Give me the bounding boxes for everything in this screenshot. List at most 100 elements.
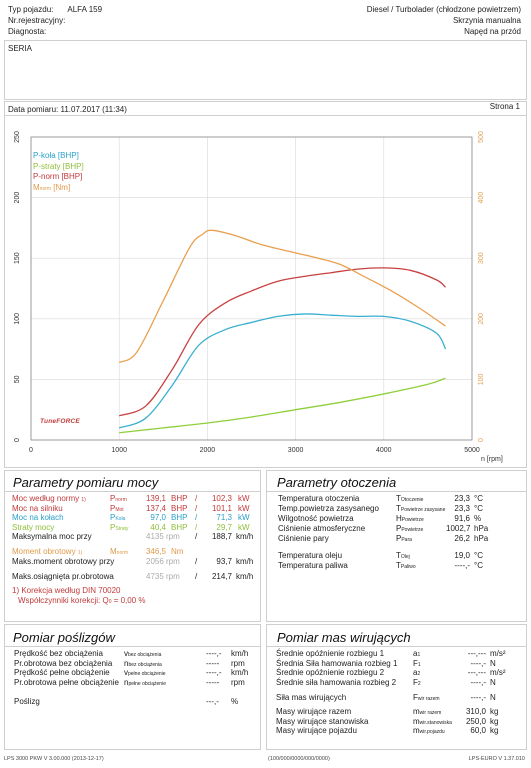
env-row-value: 1002,7	[446, 524, 471, 533]
mass-total-row-symbol: mwir.stanowiska	[413, 716, 452, 726]
x-tick-label: 4000	[376, 447, 392, 454]
slip-value: ---,-	[206, 697, 219, 706]
slip-row-label: Prędkość pełne obciążenie	[14, 668, 110, 677]
power-row-unit-bhp: BHP	[171, 513, 188, 522]
env-row-label: Temp.powietrza zasysanego	[278, 504, 379, 513]
chart-grid	[30, 136, 473, 441]
page-number: Strona 1	[489, 102, 520, 111]
chart-box: Data pomiaru: 11.07.2017 (11:34) Strona …	[4, 101, 527, 468]
slip-row-value: ----,-	[206, 649, 222, 658]
y-left-tick-label: 0	[14, 438, 21, 442]
power-row-unit-bhp: BHP	[171, 503, 188, 513]
env-row-unit: %	[474, 514, 482, 523]
y-left-tick-label: 200	[14, 192, 21, 204]
series-line-3	[118, 229, 446, 364]
env-row-value: 23,3	[454, 504, 470, 513]
engine-info: Diesel / Turbolader (chłodzone powietrze…	[367, 4, 521, 37]
mass-row-unit: N	[490, 658, 496, 668]
legend-p-norm: P-norm [BHP]	[33, 172, 83, 181]
env-temp-row-unit: °C	[474, 561, 483, 570]
max-rpm-rpm: 4735 rpm	[146, 572, 180, 581]
chart-ticks: 0 1000 2000 3000 4000 5000 0 50 100 150 200 250 0 100…	[14, 131, 485, 454]
x-tick-label: 5000	[464, 447, 480, 454]
power-row-value-kw: 102,3	[211, 494, 232, 503]
env-row-symbol: TOtoczenie	[396, 494, 424, 503]
chart-legend: P-koła [BHP] P-straty [BHP] P-norm [BHP]…	[33, 151, 84, 194]
series-line-0	[118, 313, 447, 429]
mass-total-row-unit: kg	[490, 726, 499, 735]
max-torque-speed-unit: km/h	[236, 557, 254, 566]
env-temp-row-symbol: TOlej	[396, 551, 410, 560]
slip-row-label: Prędkość bez obciążenia	[14, 649, 103, 658]
mass-total-row-symbol: mwir razem	[413, 707, 442, 716]
slip-row-unit: rpm	[231, 658, 245, 668]
torque-value: 346,5	[145, 547, 166, 556]
legend-p-straty: P-straty [BHP]	[33, 161, 84, 171]
measurement-date: Data pomiaru: 11.07.2017 (11:34)	[8, 105, 127, 114]
series-box: SERIA	[4, 40, 527, 100]
env-row-label: Ciśnienie atmosferyczne	[278, 524, 366, 533]
env-temp-row-symbol: TPaliwo	[396, 561, 416, 570]
mass-row-label: Średnie opóźnienie rozbiegu 2	[276, 668, 385, 677]
max-torque-speed: 93,7	[216, 557, 232, 566]
y-right-tick-label: 100	[478, 373, 485, 385]
chart-axes	[30, 136, 473, 441]
mass-row-symbol: F1	[413, 658, 421, 668]
footer-left: LPS 3000 PKW V 3.00.000 (2013-12-17)	[4, 756, 104, 762]
max-rpm-sep: /	[195, 572, 198, 581]
env-temp-row-value: ----,-	[454, 561, 470, 570]
registration-label: Nr.rejestracyjny:	[8, 16, 66, 25]
max-torque-sep: /	[195, 557, 198, 566]
max-power-speed-unit: km/h	[236, 532, 254, 541]
footer-center: (100/000/0000/000/0000)	[268, 756, 330, 762]
power-row-value-bhp: 97,0	[150, 513, 166, 522]
x-tick-label: 1000	[111, 447, 127, 454]
mass-total-row-value: 60,0	[470, 726, 486, 735]
power-row-unit-bhp: BHP	[171, 494, 188, 503]
mass-total-row-unit: kg	[490, 707, 499, 716]
torque-label: Moment obrotowy 1)	[12, 547, 83, 556]
x-tick-label: 2000	[200, 447, 216, 454]
power-row-symbol: Pnorm	[110, 494, 127, 503]
mass-row-symbol: a1	[413, 649, 421, 658]
y-right-tick-label: 500	[478, 131, 485, 143]
power-params-box: Parametry pomiaru mocy	[4, 470, 261, 622]
env-row-label: Ciśnienie pary	[278, 534, 329, 543]
mass-force-value: ----,-	[470, 693, 486, 702]
max-rpm-label: Maks.osiągnięta pr.obrotowa	[12, 572, 114, 581]
slip-row-unit: km/h	[231, 649, 249, 658]
mass-row-label: Średnia Siła hamowania rozbieg 1	[276, 658, 398, 668]
y-left-tick-label: 100	[14, 313, 21, 325]
slip-row-value: ----,-	[206, 668, 222, 677]
correction-coefficient: Współczynniki korekcji: Q0 = 0,00 %	[18, 595, 146, 605]
series-label: SERIA	[8, 44, 33, 53]
env-row-unit: hPa	[474, 534, 489, 543]
vehicle-info: Typ pojazdu: ALFA 159 Nr.rejestracyjny: D…	[8, 4, 102, 37]
mass-total-row-label: Masy wirujące stanowiska	[276, 716, 369, 726]
max-torque-label: Maks.moment obrotowy przy	[12, 557, 115, 566]
slip-row-value: -----	[206, 658, 220, 668]
power-row-sep: /	[195, 513, 198, 522]
power-row-value-bhp: 40,4	[150, 522, 166, 532]
mass-row-unit: N	[490, 677, 496, 687]
mass-total-row-symbol: mwir.pojazdu	[413, 726, 445, 735]
torque-unit: Nm	[171, 547, 184, 556]
max-power-sep: /	[195, 532, 198, 541]
gearbox-type: Skrzynia manualna	[452, 16, 521, 25]
env-params-box: Parametry otoczenia	[266, 470, 527, 622]
mass-force-unit: N	[490, 693, 496, 702]
slip-row-symbol: nbez obciążenia	[124, 658, 162, 668]
env-temp-row-unit: °C	[474, 551, 483, 560]
mass-row-symbol: a2	[413, 668, 421, 677]
power-row-symbol: PStraty	[110, 522, 129, 532]
legend-p-kola: P-koła [BHP]	[33, 151, 79, 160]
power-row-label: Moc na kołach	[12, 513, 64, 522]
slip-row-symbol: vbez obciążenia	[124, 649, 162, 658]
dyno-chart: 0 1000 2000 3000 4000 5000 0 50 100 150 200 250 0 100…	[14, 131, 503, 463]
slip-label: Poślizg	[14, 697, 40, 706]
slip-box: Pomiar poślizgów	[4, 624, 261, 750]
power-row-value-kw: 71,3	[216, 513, 232, 522]
power-row-value-kw: 29,7	[216, 522, 232, 532]
mass-total-row-value: 310,0	[465, 707, 486, 716]
mass-total-row-label: Masy wirujące razem	[276, 707, 352, 716]
